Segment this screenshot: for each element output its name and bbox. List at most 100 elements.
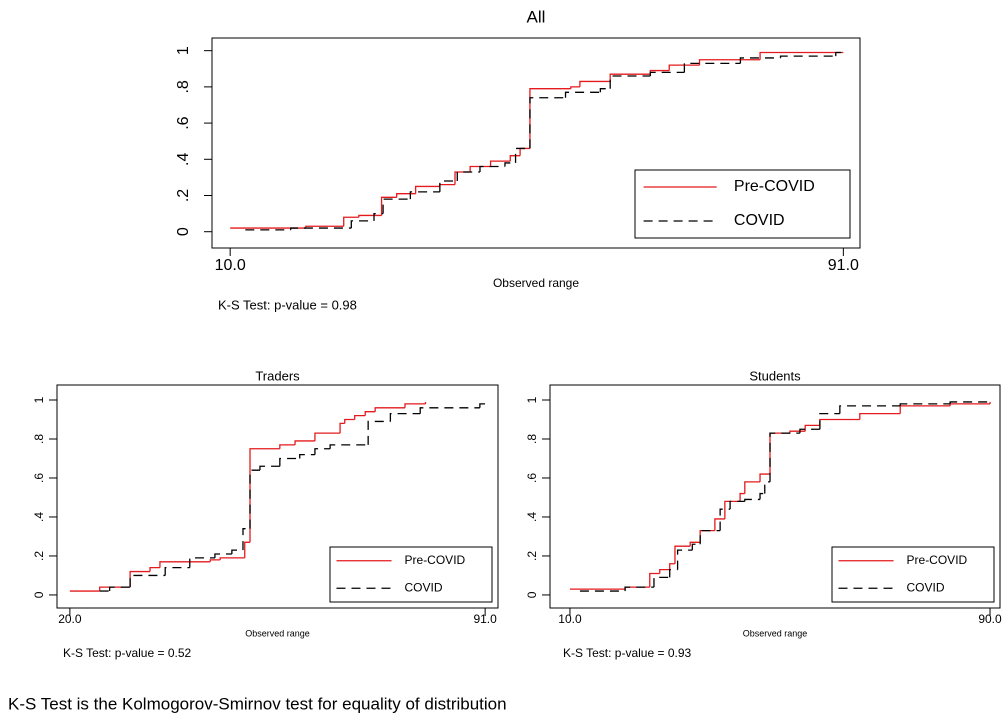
step-segment (354, 414, 366, 420)
legend-box (634, 169, 851, 239)
step-segment (299, 453, 315, 459)
step-segment (358, 214, 382, 218)
step-segment (350, 220, 374, 229)
step-segment (835, 51, 844, 57)
step-segment (279, 444, 296, 449)
step-segment (294, 440, 315, 445)
step-segment (668, 64, 700, 71)
step-segment (99, 586, 131, 592)
step-segment (249, 469, 260, 529)
plot-frame (56, 384, 499, 609)
legend-label: COVID (405, 580, 443, 594)
step-segment (899, 403, 951, 406)
step-segment (899, 405, 951, 414)
x-axis-label: Observed range (743, 628, 808, 638)
note: K-S Test: p-value = 0.52 (63, 646, 192, 660)
step-segment (129, 570, 150, 588)
step-segment (669, 568, 678, 578)
step-segment (149, 566, 160, 572)
step-segment (479, 403, 486, 408)
step-segment (389, 413, 421, 422)
y-tick-label: 0 (32, 591, 46, 598)
y-tick-label: .8 (175, 80, 192, 93)
step-segment (744, 498, 761, 502)
caption: K-S Test is the Kolmogorov-Smirnov test … (8, 694, 507, 713)
step-segment (509, 155, 521, 162)
x-tick-label: 20.0 (58, 612, 82, 626)
plot-frame (549, 384, 1001, 609)
x-tick-label: 10.0 (215, 257, 246, 274)
step-segment (419, 407, 480, 414)
step-segment (719, 508, 731, 531)
step-segment (759, 473, 771, 482)
step-segment (519, 147, 530, 156)
step-segment (714, 518, 725, 531)
y-tick-label: .6 (525, 473, 539, 483)
legend-box (831, 546, 995, 603)
step-segment (683, 62, 741, 73)
step-segment (764, 481, 771, 494)
step-segment (314, 448, 331, 455)
step-segment (819, 413, 840, 430)
step-segment (314, 432, 341, 441)
step-segment (329, 444, 369, 449)
step-segment (339, 422, 345, 434)
step-segment (489, 160, 511, 167)
step-segment (698, 59, 761, 66)
x-tick-label: 90.0 (978, 612, 1002, 626)
step-segment (739, 492, 745, 502)
legend-label: COVID (734, 212, 785, 229)
legend-label: Pre-COVID (405, 553, 466, 567)
step-segment (669, 563, 675, 570)
step-segment (739, 57, 781, 64)
step-segment (374, 407, 406, 412)
y-tick-label: .6 (32, 473, 46, 483)
step-segment (799, 428, 820, 434)
step-segment (290, 227, 352, 230)
legend-box (329, 546, 493, 603)
step-segment (839, 405, 901, 414)
step-segment (469, 165, 491, 172)
step-segment (344, 418, 355, 424)
step-segment (373, 212, 384, 221)
step-segment (343, 216, 359, 227)
step-segment (859, 413, 901, 420)
step-segment (609, 73, 651, 82)
y-tick-label: 0 (175, 227, 192, 236)
note: K-S Test: p-value = 0.93 (563, 646, 692, 660)
step-segment (279, 457, 300, 467)
step-segment (689, 541, 701, 547)
y-tick-label: 1 (525, 396, 539, 403)
step-segment (659, 568, 670, 574)
step-segment (404, 403, 426, 408)
step-segment (699, 529, 721, 545)
step-segment (653, 576, 670, 588)
step-segment (674, 545, 691, 564)
step-segment (414, 185, 440, 194)
y-tick-label: .6 (175, 116, 192, 129)
step-segment (699, 529, 715, 543)
x-tick-label: 91.0 (828, 257, 859, 274)
step-segment (259, 465, 280, 471)
y-tick-label: .2 (32, 551, 46, 561)
step-segment (649, 71, 685, 77)
step-segment (380, 196, 397, 216)
x-axis-label: Observed range (493, 276, 579, 290)
y-tick-label: .2 (525, 551, 539, 561)
step-segment (949, 403, 991, 406)
chart-title: All (527, 7, 546, 26)
x-tick-label: 91.0 (473, 612, 497, 626)
note: K-S Test: p-value = 0.98 (218, 297, 357, 312)
y-tick-label: .4 (32, 512, 46, 522)
chart-title: Traders (255, 368, 300, 383)
step-segment (759, 51, 844, 60)
step-segment (529, 97, 566, 149)
step-segment (382, 198, 411, 214)
step-segment (129, 574, 166, 588)
step-segment (244, 541, 251, 558)
step-segment (579, 80, 611, 87)
step-segment (609, 75, 651, 89)
step-segment (164, 566, 190, 576)
